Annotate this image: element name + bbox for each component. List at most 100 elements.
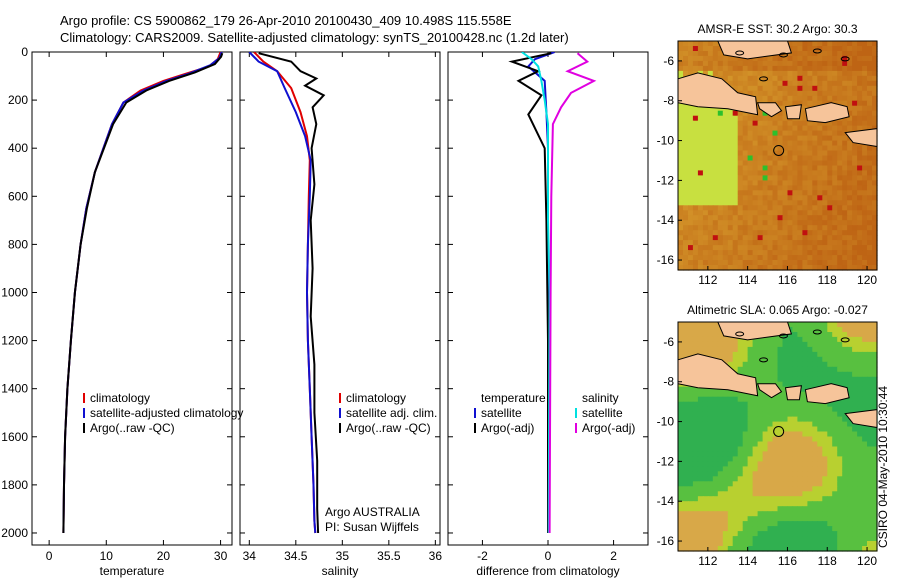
sla-cell: [782, 471, 789, 477]
amsre-cell: [752, 70, 759, 77]
amsre-cell: [822, 250, 828, 256]
amsre-cell: [757, 210, 764, 216]
sla-cell: [817, 446, 823, 453]
amsre-cell: [688, 41, 694, 47]
amsre-cell: [782, 85, 789, 92]
amsre-cell: [772, 165, 779, 172]
sla-cell: [737, 451, 744, 457]
sla-cell: [757, 371, 764, 378]
amsre-cell: [857, 75, 863, 82]
sla-cell: [852, 461, 858, 467]
amsre-cell: [767, 150, 774, 157]
sla-cell: [802, 401, 808, 408]
amsre-cell: [727, 135, 734, 142]
amsre-cell: [797, 195, 803, 201]
amsre-cell: [722, 240, 729, 246]
sla-cell: [727, 426, 734, 433]
sla-cell: [812, 531, 818, 537]
amsre-cell: [847, 105, 853, 112]
amsre-cell: [847, 110, 853, 117]
sla-cell: [787, 516, 794, 522]
sla-cell: [832, 456, 838, 462]
amsre-cell: [683, 160, 689, 167]
sla-cell: [697, 501, 704, 507]
sla-cell: [712, 431, 719, 438]
sla-cell: [827, 496, 833, 502]
amsre-cell: [722, 235, 729, 241]
amsre-cell: [767, 170, 774, 176]
sla-cell: [842, 491, 848, 497]
sla-cell: [837, 461, 843, 467]
sla-cell: [727, 401, 734, 408]
amsre-cell: [857, 155, 863, 162]
amsre-cell: [732, 190, 739, 196]
sla-cell: [722, 481, 729, 487]
sla-cell: [683, 531, 689, 537]
amsre-cell: [817, 245, 823, 251]
amsre-cell: [762, 165, 769, 172]
amsre-cell: [782, 215, 789, 221]
amsre-cell: [702, 65, 709, 72]
amsre-cell: [782, 100, 789, 107]
sla-cell: [678, 322, 684, 328]
sla-cell: [817, 336, 823, 343]
sla-cell: [782, 341, 789, 348]
sla-cell: [722, 431, 729, 438]
amsre-cell: [842, 180, 848, 186]
sla-cell: [737, 341, 744, 348]
sla-cell: [832, 366, 838, 373]
sla-cell: [717, 461, 724, 467]
sla-cell: [717, 486, 724, 492]
sla-cell: [827, 376, 833, 383]
sla-cell: [688, 506, 694, 512]
sla-cell: [817, 356, 823, 363]
sla-cell: [792, 411, 798, 418]
amsre-cell: [678, 60, 684, 67]
amsre-cell: [688, 165, 694, 172]
sla-cell: [707, 441, 714, 448]
sla-cell: [712, 391, 719, 398]
amsre-cell: [802, 140, 808, 147]
amsre-cell: [707, 200, 714, 206]
amsre-cell: [712, 51, 719, 57]
sla-cell: [702, 332, 709, 338]
sla-cell: [772, 356, 779, 363]
sla-cell: [797, 486, 803, 492]
amsre-cell: [678, 125, 684, 132]
amsre-cell: [872, 250, 878, 256]
sla-cell: [702, 471, 709, 477]
amsre-cell: [722, 260, 729, 266]
amsre-cell: [742, 240, 749, 246]
sla-cell: [732, 486, 739, 492]
sla-cell: [742, 541, 749, 547]
sla-cell: [767, 446, 774, 453]
amsre-cell: [678, 46, 684, 52]
sla-cell: [692, 516, 699, 522]
sla-cell: [857, 322, 863, 328]
amsre-cell: [767, 70, 774, 77]
amsre-cell: [692, 140, 699, 147]
sla-cell: [837, 381, 843, 388]
amsre-cell: [812, 80, 818, 87]
sla-cell: [712, 496, 719, 502]
sla-cell: [683, 446, 689, 453]
amsre-cell: [707, 130, 714, 137]
amsre-cell: [792, 60, 798, 67]
sla-cell: [727, 461, 734, 467]
temperature-xtick-label: 30: [214, 549, 228, 563]
sla-cell: [747, 486, 754, 492]
sla-cell: [697, 426, 704, 433]
sla-cell: [702, 346, 709, 353]
amsre-cell: [792, 175, 798, 181]
sla-cell: [742, 506, 749, 512]
sla-cell: [802, 366, 808, 373]
amsre-cell: [867, 90, 873, 97]
sla-cell: [827, 441, 833, 448]
amsre-cell: [732, 120, 739, 127]
sla-cell: [837, 421, 843, 428]
amsre-cell: [802, 255, 808, 261]
sla-cell: [772, 346, 779, 353]
amsre-cell: [692, 235, 699, 241]
sla-cell: [737, 546, 744, 552]
title-line-1: Argo profile: CS 5900862_179 26-Apr-2010…: [60, 13, 512, 28]
